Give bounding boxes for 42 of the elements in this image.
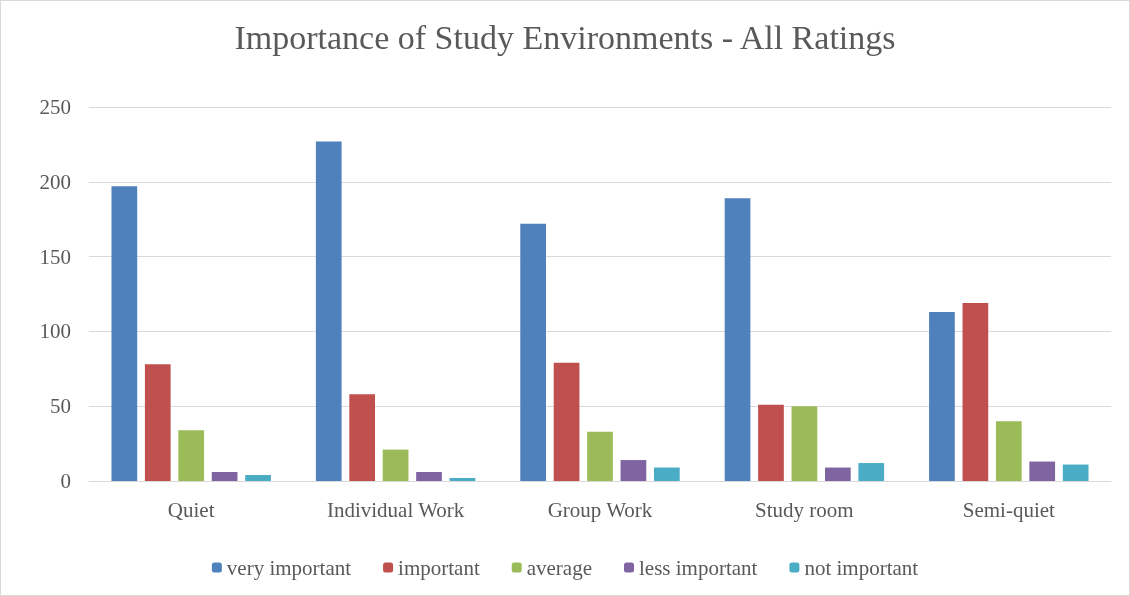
x-tick-label: Group Work	[547, 497, 653, 522]
bar	[587, 431, 613, 481]
legend-label: important	[398, 555, 480, 580]
bar	[349, 394, 376, 481]
bar	[211, 472, 238, 481]
y-tick-label: 100	[39, 319, 71, 344]
bar	[1062, 464, 1089, 481]
bar	[654, 467, 680, 481]
bar	[824, 467, 851, 481]
chart-title: Importance of Study Environments - All Ratings	[234, 18, 896, 56]
bar	[791, 406, 818, 481]
bar	[178, 430, 205, 481]
y-tick-label: 250	[39, 95, 71, 119]
bar	[553, 362, 580, 481]
legend-label: very important	[226, 555, 352, 580]
bar	[144, 364, 171, 481]
bar	[315, 141, 342, 481]
bar	[724, 198, 751, 481]
y-tick-label: 50	[50, 394, 71, 419]
bar	[858, 463, 885, 481]
legend-label: not important	[804, 555, 919, 580]
y-tick-label: 200	[39, 169, 71, 194]
bar	[758, 404, 784, 481]
x-tick-label: Study room	[755, 497, 854, 522]
bar	[416, 472, 442, 481]
y-tick-label: 150	[39, 244, 71, 269]
bar	[520, 223, 546, 481]
y-tick-label: 0	[60, 469, 71, 493]
bar	[929, 311, 955, 481]
legend-label: average	[526, 555, 593, 580]
x-tick-label: Individual Work	[326, 497, 465, 522]
bar	[245, 475, 271, 481]
bar	[620, 460, 647, 481]
bar	[449, 478, 476, 481]
x-tick-label: Quiet	[167, 497, 215, 522]
bar	[995, 421, 1022, 481]
bar	[111, 186, 138, 481]
bar	[382, 449, 409, 481]
legend-label: less important	[639, 555, 758, 580]
x-tick-label: Semi-quiet	[962, 497, 1056, 522]
bar	[1029, 461, 1056, 481]
bar	[962, 302, 989, 481]
